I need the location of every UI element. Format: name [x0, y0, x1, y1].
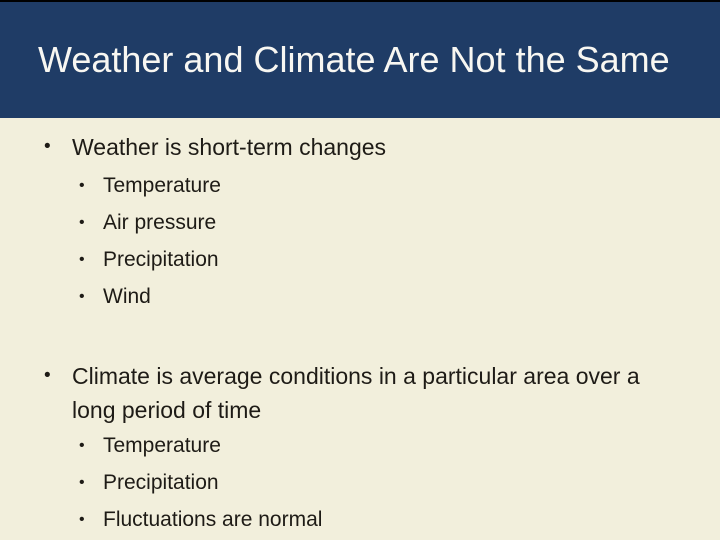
- sub-bullet-text: Wind: [103, 285, 151, 308]
- slide-title-bar: Weather and Climate Are Not the Same: [0, 2, 720, 118]
- bullet-icon: •: [79, 437, 85, 454]
- bullet-item: • Weather is short-term changes: [0, 133, 720, 161]
- sub-bullet-item: • Fluctuations are normal: [0, 501, 720, 538]
- sub-bullet-item: • Precipitation: [0, 464, 720, 501]
- sub-bullet-text: Temperature: [103, 434, 221, 457]
- bullet-icon: •: [79, 288, 85, 305]
- sub-bullet-text: Precipitation: [103, 248, 219, 271]
- sub-bullet-text: Air pressure: [103, 211, 217, 234]
- sub-bullet-text: Fluctuations are normal: [103, 508, 323, 531]
- bullet-icon: •: [44, 136, 51, 157]
- sub-bullet-text: Precipitation: [103, 471, 219, 494]
- sub-bullet-list: • Temperature • Precipitation • Fluctuat…: [0, 427, 720, 538]
- sub-bullet-list: • Temperature • Air pressure • Precipita…: [0, 167, 720, 315]
- sub-bullet-item: • Temperature: [0, 167, 720, 204]
- bullet-text: Weather is short-term changes: [72, 134, 387, 160]
- bullet-icon: •: [79, 251, 85, 268]
- bullet-icon: •: [79, 214, 85, 231]
- sub-bullet-item: • Temperature: [0, 427, 720, 464]
- bullet-icon: •: [79, 177, 85, 194]
- slide-body: • Weather is short-term changes • Temper…: [0, 120, 720, 540]
- bullet-item: • Climate is average conditions in a par…: [0, 359, 720, 427]
- sub-bullet-text: Temperature: [103, 174, 221, 197]
- bullet-icon: •: [79, 511, 85, 528]
- sub-bullet-item: • Wind: [0, 278, 720, 315]
- slide-title: Weather and Climate Are Not the Same: [38, 39, 670, 81]
- bullet-icon: •: [79, 474, 85, 491]
- sub-bullet-item: • Air pressure: [0, 204, 720, 241]
- sub-bullet-item: • Precipitation: [0, 241, 720, 278]
- bullet-text: Climate is average conditions in a parti…: [72, 363, 640, 423]
- bullet-icon: •: [44, 365, 51, 386]
